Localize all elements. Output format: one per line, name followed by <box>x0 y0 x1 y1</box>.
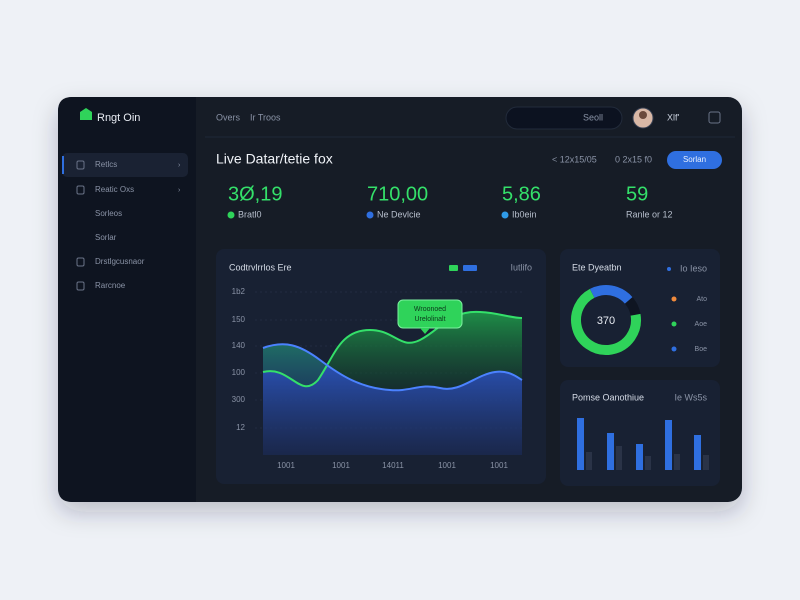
filter[interactable]: 0 2x15 f0 <box>615 154 652 164</box>
bar <box>636 444 643 470</box>
kpi-dot <box>227 211 235 219</box>
legend-dot <box>671 346 677 352</box>
kpi-dot <box>366 211 374 219</box>
nav-icon <box>76 185 85 195</box>
kpi-label: Ne Devlcie <box>377 209 421 219</box>
y-label: 300 <box>232 395 246 404</box>
kpi-dot <box>501 211 509 219</box>
bar <box>616 446 622 470</box>
bar <box>674 454 680 470</box>
legend-label: Ato <box>696 296 707 303</box>
legend-label: Ie Ws5s <box>674 392 707 402</box>
nav-item[interactable]: Rarcnoe <box>95 281 126 290</box>
x-label: 1001 <box>332 461 350 470</box>
bars <box>577 418 709 470</box>
brand-icon <box>80 108 92 120</box>
nav-indicator <box>62 156 64 174</box>
brand: Rngt Oin <box>97 112 140 124</box>
bar <box>694 435 701 470</box>
legend-title: Io Ieso <box>680 263 707 273</box>
y-label: 1b2 <box>232 287 246 296</box>
tooltip-text: Urelolinalt <box>414 316 445 323</box>
y-label: 140 <box>232 341 246 350</box>
bar <box>607 433 614 470</box>
kpi-value: 59 <box>626 183 648 205</box>
search-box[interactable] <box>505 106 623 130</box>
nav-chevron: › <box>178 162 181 169</box>
sidebar <box>58 97 196 502</box>
legend-dot <box>671 296 677 302</box>
legend-swatch <box>449 265 458 271</box>
nav-chevron: › <box>178 187 181 194</box>
kpi-value: 3Ø,19 <box>228 183 282 205</box>
kpi-value: 710,00 <box>367 183 428 205</box>
donut-panel <box>560 249 720 367</box>
legend-swatch <box>463 265 477 271</box>
line-blue <box>262 343 523 392</box>
nav-item[interactable]: Sorlar <box>95 233 117 242</box>
nav-item[interactable]: Retlcs <box>95 160 117 169</box>
bar <box>665 420 672 470</box>
tooltip <box>397 299 463 329</box>
nav-icon <box>76 257 85 267</box>
bar <box>645 456 651 470</box>
kpis: 3Ø,19 Bratl0 710,00 Ne Devlcie 5,86 Ib0ein 59 R… <box>227 183 673 219</box>
bar <box>703 455 709 470</box>
nav-icon <box>76 160 85 170</box>
legend-dot <box>667 267 671 271</box>
kpi-value: 5,86 <box>502 183 541 205</box>
legend-label: Aoe <box>695 321 708 328</box>
panel-title: Ete Dyeatbn <box>572 262 622 272</box>
nav-active <box>62 153 188 177</box>
tooltip-text: Wroonoed <box>414 306 446 313</box>
legend-label: Iutlifo <box>510 262 532 272</box>
bar <box>586 452 592 470</box>
search-text: Seoll <box>583 112 603 122</box>
nav-item[interactable]: Reatic Oxs <box>95 185 134 194</box>
x-label: 14011 <box>382 461 404 470</box>
nav-item[interactable]: Sorleos <box>95 209 122 218</box>
breadcrumb: Ir Troos <box>250 112 281 122</box>
tooltip-pointer <box>420 328 430 334</box>
y-label: 150 <box>232 315 246 324</box>
button-label: Sorlan <box>683 155 706 164</box>
legend-dot <box>671 321 677 327</box>
legend-label: Boe <box>695 346 708 353</box>
page-title: Live Datar/tetie fox <box>216 151 333 167</box>
x-label: 1001 <box>438 461 456 470</box>
kpi-label: Ranle or 12 <box>626 209 673 219</box>
area-blue <box>263 344 522 455</box>
user-name: Xlf' <box>667 112 680 122</box>
donut-legend: Ato Aoe Boe <box>671 296 708 353</box>
line-green <box>262 310 523 388</box>
donut-center: 370 <box>597 315 615 327</box>
nav: Retlcs › Reatic Oxs › Sorleos Sorlar Drstlgcus… <box>76 160 181 291</box>
panel-title: Codtrvlrrlos Ere <box>229 262 292 272</box>
y-label: 100 <box>232 368 246 377</box>
x-label: 1001 <box>490 461 508 470</box>
donut-segment <box>571 285 641 355</box>
y-label: 12 <box>236 423 245 432</box>
avatar-face <box>639 111 647 119</box>
area-green <box>263 311 522 391</box>
x-label: 1001 <box>277 461 295 470</box>
breadcrumb: Overs <box>216 112 241 122</box>
primary-button[interactable] <box>667 151 722 169</box>
nav-item[interactable]: Drstlgcusnaor <box>95 257 145 266</box>
panel-title: Pomse Oanothiue <box>572 392 644 402</box>
donut-segment <box>571 285 641 355</box>
nav-icon <box>76 281 85 291</box>
kpi-label: Bratl0 <box>238 209 262 219</box>
settings-icon[interactable] <box>708 111 721 124</box>
kpi-label: Ib0ein <box>512 209 537 219</box>
filter[interactable]: < 12x15/05 <box>552 154 597 164</box>
bar <box>577 418 584 470</box>
